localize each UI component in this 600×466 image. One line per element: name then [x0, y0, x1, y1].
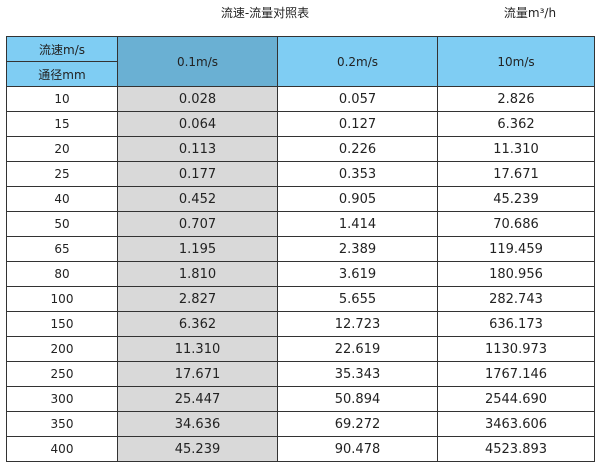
- diameter-cell: 300: [6, 386, 118, 412]
- diameter-cell: 25: [6, 161, 118, 187]
- flow-cell-10: 3463.606: [437, 411, 595, 437]
- flow-cell-0.2: 3.619: [277, 261, 438, 287]
- flow-cell-0.2: 12.723: [277, 311, 438, 337]
- flow-cell-10: 636.173: [437, 311, 595, 337]
- flow-cell-10: 119.459: [437, 236, 595, 262]
- flow-cell-0.1: 0.113: [117, 136, 278, 162]
- diameter-cell: 350: [6, 411, 118, 437]
- flow-cell-0.2: 2.389: [277, 236, 438, 262]
- flow-cell-10: 180.956: [437, 261, 595, 287]
- flow-cell-0.1: 2.827: [117, 286, 278, 312]
- flow-cell-0.1: 6.362: [117, 311, 278, 337]
- table-row: 250 17.671 35.343 1767.146: [6, 361, 595, 387]
- flow-cell-0.2: 22.619: [277, 336, 438, 362]
- flow-cell-0.1: 0.707: [117, 211, 278, 237]
- flow-cell-0.1: 0.028: [117, 86, 278, 112]
- table-row: 10 0.028 0.057 2.826: [6, 86, 595, 112]
- header-col-0: 0.1m/s: [117, 36, 278, 87]
- diameter-cell: 15: [6, 111, 118, 137]
- flow-unit-label: 流量m³/h: [503, 6, 557, 20]
- flow-cell-0.2: 0.905: [277, 186, 438, 212]
- flow-cell-0.1: 11.310: [117, 336, 278, 362]
- flow-cell-0.2: 35.343: [277, 361, 438, 387]
- diameter-cell: 50: [6, 211, 118, 237]
- table-row: 100 2.827 5.655 282.743: [6, 286, 595, 312]
- flow-cell-0.1: 0.177: [117, 161, 278, 187]
- table-row: 150 6.362 12.723 636.173: [6, 311, 595, 337]
- table-row: 400 45.239 90.478 4523.893: [6, 436, 595, 462]
- flow-cell-0.1: 1.810: [117, 261, 278, 287]
- header-col-1: 0.2m/s: [277, 36, 438, 87]
- flow-cell-10: 11.310: [437, 136, 595, 162]
- diameter-cell: 200: [6, 336, 118, 362]
- table-row: 350 34.636 69.272 3463.606: [6, 411, 595, 437]
- flow-cell-0.1: 0.452: [117, 186, 278, 212]
- diameter-cell: 40: [6, 186, 118, 212]
- flow-cell-0.2: 5.655: [277, 286, 438, 312]
- flow-cell-10: 45.239: [437, 186, 595, 212]
- diameter-cell: 10: [6, 86, 118, 112]
- flow-cell-10: 2.826: [437, 86, 595, 112]
- table-row: 25 0.177 0.353 17.671: [6, 161, 595, 187]
- table-row: 65 1.195 2.389 119.459: [6, 236, 595, 262]
- flow-cell-0.1: 45.239: [117, 436, 278, 462]
- table-row: 200 11.310 22.619 1130.973: [6, 336, 595, 362]
- flow-rate-table: 流速m/s 0.1m/s 0.2m/s 10m/s 通径mm 10 0.028 0.…: [6, 36, 595, 462]
- diameter-cell: 400: [6, 436, 118, 462]
- flow-cell-0.2: 90.478: [277, 436, 438, 462]
- flow-cell-10: 2544.690: [437, 386, 595, 412]
- diameter-cell: 150: [6, 311, 118, 337]
- diameter-cell: 250: [6, 361, 118, 387]
- flow-cell-0.1: 34.636: [117, 411, 278, 437]
- header-col-2: 10m/s: [437, 36, 595, 87]
- table-row: 40 0.452 0.905 45.239: [6, 186, 595, 212]
- header-velocity: 流速m/s: [6, 36, 118, 62]
- flow-cell-0.2: 0.226: [277, 136, 438, 162]
- flow-cell-0.1: 0.064: [117, 111, 278, 137]
- flow-cell-0.2: 0.057: [277, 86, 438, 112]
- table-row: 20 0.113 0.226 11.310: [6, 136, 595, 162]
- flow-cell-10: 70.686: [437, 211, 595, 237]
- flow-cell-0.1: 17.671: [117, 361, 278, 387]
- flow-cell-10: 6.362: [437, 111, 595, 137]
- flow-cell-10: 17.671: [437, 161, 595, 187]
- table-title: 流速-流量对照表: [220, 6, 310, 20]
- flow-cell-0.2: 1.414: [277, 211, 438, 237]
- diameter-cell: 80: [6, 261, 118, 287]
- flow-cell-10: 282.743: [437, 286, 595, 312]
- flow-cell-10: 4523.893: [437, 436, 595, 462]
- flow-cell-0.2: 0.127: [277, 111, 438, 137]
- table-row: 15 0.064 0.127 6.362: [6, 111, 595, 137]
- table-row: 300 25.447 50.894 2544.690: [6, 386, 595, 412]
- diameter-cell: 65: [6, 236, 118, 262]
- header-diameter: 通径mm: [6, 61, 118, 87]
- flow-cell-0.2: 50.894: [277, 386, 438, 412]
- table-row: 50 0.707 1.414 70.686: [6, 211, 595, 237]
- flow-cell-0.1: 1.195: [117, 236, 278, 262]
- diameter-cell: 20: [6, 136, 118, 162]
- diameter-cell: 100: [6, 286, 118, 312]
- flow-cell-0.1: 25.447: [117, 386, 278, 412]
- flow-cell-0.2: 0.353: [277, 161, 438, 187]
- flow-cell-10: 1130.973: [437, 336, 595, 362]
- table-row: 80 1.810 3.619 180.956: [6, 261, 595, 287]
- flow-cell-0.2: 69.272: [277, 411, 438, 437]
- flow-cell-10: 1767.146: [437, 361, 595, 387]
